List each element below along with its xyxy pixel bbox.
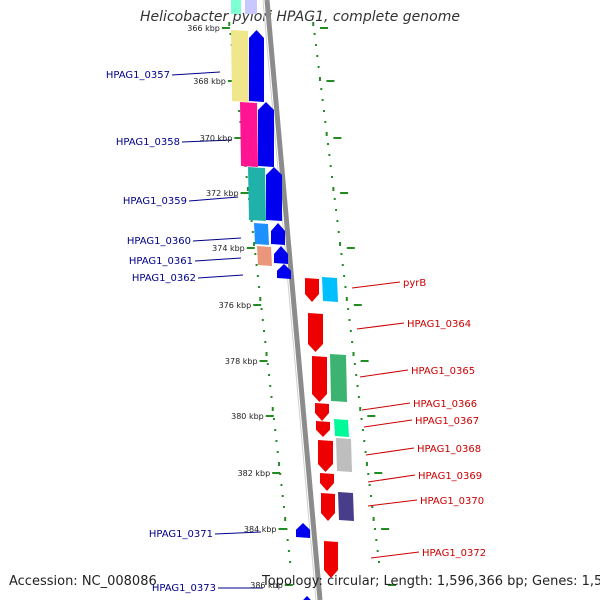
length-text: Length: 1,596,366 bp;: [383, 574, 529, 589]
label-leader-line: [181, 139, 233, 143]
cog-category-track: [231, 30, 354, 521]
gene-arrow-forward: [321, 493, 335, 521]
gene-label-forward: HPAG1_0367: [415, 416, 479, 427]
label-leader-line: [361, 402, 411, 411]
gene-label-forward: HPAG1_0372: [422, 548, 486, 559]
label-leader-line: [192, 237, 242, 242]
gene-arrow-forward: [318, 440, 333, 472]
label-leader-line: [363, 419, 413, 428]
label-leader-line: [351, 281, 401, 289]
label-leader-lines: [171, 71, 420, 589]
label-leader-line: [188, 196, 239, 202]
gene-arrow-reverse: [277, 264, 291, 279]
gene-label-reverse: HPAG1_0360: [127, 236, 191, 247]
cog-block-forward: [336, 438, 352, 472]
gene-label-forward: pyrB: [403, 278, 426, 289]
gene-track: [231, 0, 338, 600]
label-leader-line: [367, 499, 418, 507]
topology-text: Topology: circular;: [262, 574, 380, 589]
gene-arrow-reverse: [258, 102, 274, 167]
gene-label-reverse: HPAG1_0362: [132, 273, 196, 284]
gene-label-forward: HPAG1_0364: [407, 319, 471, 330]
label-leader-line: [367, 474, 416, 483]
cog-block-forward: [338, 492, 354, 521]
scale-labels: 366 kbp 368 kbp 370 kbp 372 kbp 374 kbp 376 k…: [187, 24, 283, 590]
scale-label: 376 kbp: [219, 301, 252, 310]
scale-label: 382 kbp: [238, 469, 271, 478]
cog-block-reverse: [240, 102, 258, 167]
scale-label: 368 kbp: [193, 77, 226, 86]
cog-block-forward: [330, 354, 347, 402]
scale-label: 372 kbp: [206, 189, 239, 198]
cog-block-forward: [334, 419, 349, 437]
scale-label: 374 kbp: [212, 244, 245, 253]
gene-label-forward: HPAG1_0370: [420, 496, 484, 507]
gene-arrow-forward: [308, 313, 323, 352]
label-leader-line: [214, 531, 262, 535]
label-leader-line: [171, 71, 221, 76]
gene-arrow-forward: [316, 421, 330, 437]
gene-label-forward: HPAG1_0368: [417, 444, 481, 455]
cog-block-reverse: [257, 246, 272, 266]
gene-arrow-reverse: [249, 30, 264, 102]
cog-block-partial: [231, 0, 241, 14]
gene-arrow-forward: [315, 403, 329, 421]
gene-arrow-reverse: [296, 523, 310, 538]
scale-label: 366 kbp: [187, 24, 220, 33]
label-leader-line: [356, 322, 405, 330]
gene-label-forward: HPAG1_0365: [411, 366, 475, 377]
label-leader-line: [194, 257, 242, 262]
genome-summary: Topology: circular; Length: 1,596,366 bp;…: [262, 574, 600, 589]
gene-label-reverse: HPAG1_0361: [129, 256, 193, 267]
scale-label: 380 kbp: [231, 412, 264, 421]
gene-label-reverse: HPAG1_0373: [152, 583, 216, 594]
gene-labels: HPAG1_0357 HPAG1_0358 HPAG1_0359 HPAG1_0360…: [106, 70, 486, 594]
scale-label: 386 kbp: [250, 581, 283, 590]
cog-block-reverse: [248, 167, 266, 221]
gene-label-forward: HPAG1_0366: [413, 399, 477, 410]
label-leader-line: [197, 274, 244, 279]
gene-arrow-forward: [320, 473, 334, 491]
gene-arrow-forward: [312, 356, 327, 402]
genes-count-text: Genes: 1,574: [532, 574, 600, 589]
cog-block-reverse: [254, 223, 269, 245]
accession-text: Accession: NC_008086: [9, 574, 157, 589]
scale-label: 378 kbp: [225, 357, 258, 366]
label-leader-line: [370, 551, 420, 559]
gene-arrow-reverse: [303, 596, 311, 600]
gene-label-reverse: HPAG1_0357: [106, 70, 170, 81]
scale-label: 384 kbp: [244, 525, 277, 534]
genome-title: Helicobacter pylori HPAG1, complete geno…: [140, 9, 460, 25]
gene-label-reverse: HPAG1_0371: [149, 529, 213, 540]
gene-arrow-forward: [324, 541, 338, 578]
gene-arrow-reverse: [266, 167, 282, 221]
scale-label: 370 kbp: [200, 134, 233, 143]
backbone-shadow: [262, 0, 317, 600]
gene-arrow-forward: [305, 278, 319, 302]
gene-arrow-reverse-partial: [245, 0, 257, 14]
gene-arrow-reverse: [271, 223, 285, 245]
cog-block-reverse: [231, 30, 249, 102]
gene-label-reverse: HPAG1_0358: [116, 137, 180, 148]
gene-arrow-reverse: [274, 246, 288, 264]
backbone-line: [264, 0, 323, 600]
cog-block-forward: [322, 277, 338, 302]
genome-backbone: [262, 0, 323, 600]
gene-label-reverse: HPAG1_0359: [123, 196, 187, 207]
gene-label-forward: HPAG1_0369: [418, 471, 482, 482]
label-leader-line: [359, 369, 409, 378]
label-leader-line: [365, 447, 415, 456]
